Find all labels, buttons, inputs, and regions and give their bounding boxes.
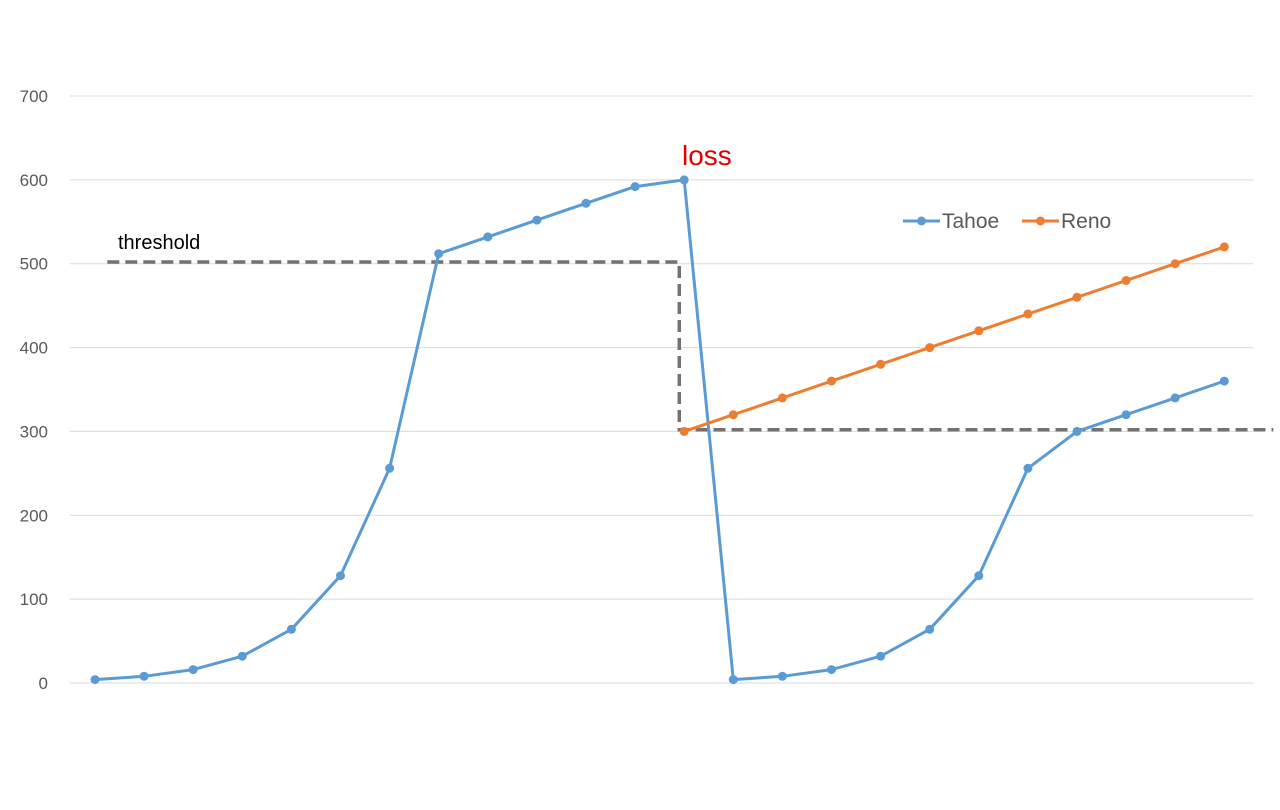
point-tahoe-19 xyxy=(974,571,984,581)
y-tick-label-700: 700 xyxy=(20,87,48,106)
point-reno-24 xyxy=(1219,242,1229,252)
y-tick-label-0: 0 xyxy=(39,674,48,693)
y-tick-label-500: 500 xyxy=(20,255,48,274)
y-tick-label-600: 600 xyxy=(20,171,48,190)
point-tahoe-5 xyxy=(286,624,296,634)
legend: Tahoe Reno xyxy=(903,210,1111,233)
loss-annotation: loss xyxy=(682,140,732,171)
point-tahoe-7 xyxy=(385,463,395,473)
y-tick-label-300: 300 xyxy=(20,422,48,441)
series-line-tahoe xyxy=(94,178,1225,682)
point-tahoe-8 xyxy=(434,249,444,259)
point-reno-22 xyxy=(1121,276,1131,285)
point-reno-17 xyxy=(876,359,886,369)
series-tahoe xyxy=(90,175,1229,685)
point-tahoe-24 xyxy=(1219,376,1229,386)
point-tahoe-21 xyxy=(1072,426,1082,436)
y-axis-tick-labels: 0 100 200 300 400 500 600 700 xyxy=(20,87,48,693)
threshold-label: threshold xyxy=(118,232,200,254)
point-tahoe-14 xyxy=(728,675,738,685)
point-reno-13 xyxy=(679,426,689,436)
point-tahoe-13 xyxy=(679,175,689,185)
point-tahoe-17 xyxy=(876,651,886,661)
point-reno-16 xyxy=(827,376,836,386)
series-line-reno xyxy=(683,245,1225,433)
gridlines xyxy=(70,95,1253,684)
threshold-line xyxy=(107,260,1274,432)
point-tahoe-9 xyxy=(483,232,493,242)
point-tahoe-1 xyxy=(90,675,100,685)
point-tahoe-18 xyxy=(925,624,935,634)
y-tick-label-100: 100 xyxy=(20,590,48,609)
point-tahoe-12 xyxy=(630,182,640,192)
point-reno-23 xyxy=(1170,259,1180,269)
point-reno-14 xyxy=(728,410,738,420)
legend-item-tahoe: Tahoe xyxy=(903,210,999,233)
legend-reno-label: Reno xyxy=(1061,210,1111,233)
y-tick-label-400: 400 xyxy=(20,339,48,358)
point-tahoe-2 xyxy=(139,671,149,681)
point-reno-15 xyxy=(777,393,787,403)
point-tahoe-16 xyxy=(827,665,836,675)
series-lines xyxy=(90,175,1229,685)
threshold-group: threshold xyxy=(107,232,1274,432)
point-reno-21 xyxy=(1072,292,1082,302)
point-tahoe-10 xyxy=(532,215,542,225)
legend-tahoe-label: Tahoe xyxy=(942,210,999,233)
point-tahoe-3 xyxy=(188,665,198,675)
point-tahoe-23 xyxy=(1170,393,1180,403)
series-reno xyxy=(679,242,1229,436)
legend-reno-marker xyxy=(1036,216,1045,226)
point-tahoe-11 xyxy=(581,198,591,208)
point-reno-19 xyxy=(974,326,984,336)
point-reno-20 xyxy=(1023,309,1033,319)
point-tahoe-6 xyxy=(336,571,345,581)
point-tahoe-15 xyxy=(777,671,787,681)
point-reno-18 xyxy=(925,343,935,353)
point-tahoe-20 xyxy=(1023,463,1033,473)
point-tahoe-4 xyxy=(237,651,247,661)
y-tick-label-200: 200 xyxy=(20,506,48,525)
legend-tahoe-marker xyxy=(917,216,926,226)
point-tahoe-22 xyxy=(1121,410,1131,420)
legend-item-reno: Reno xyxy=(1022,210,1111,233)
